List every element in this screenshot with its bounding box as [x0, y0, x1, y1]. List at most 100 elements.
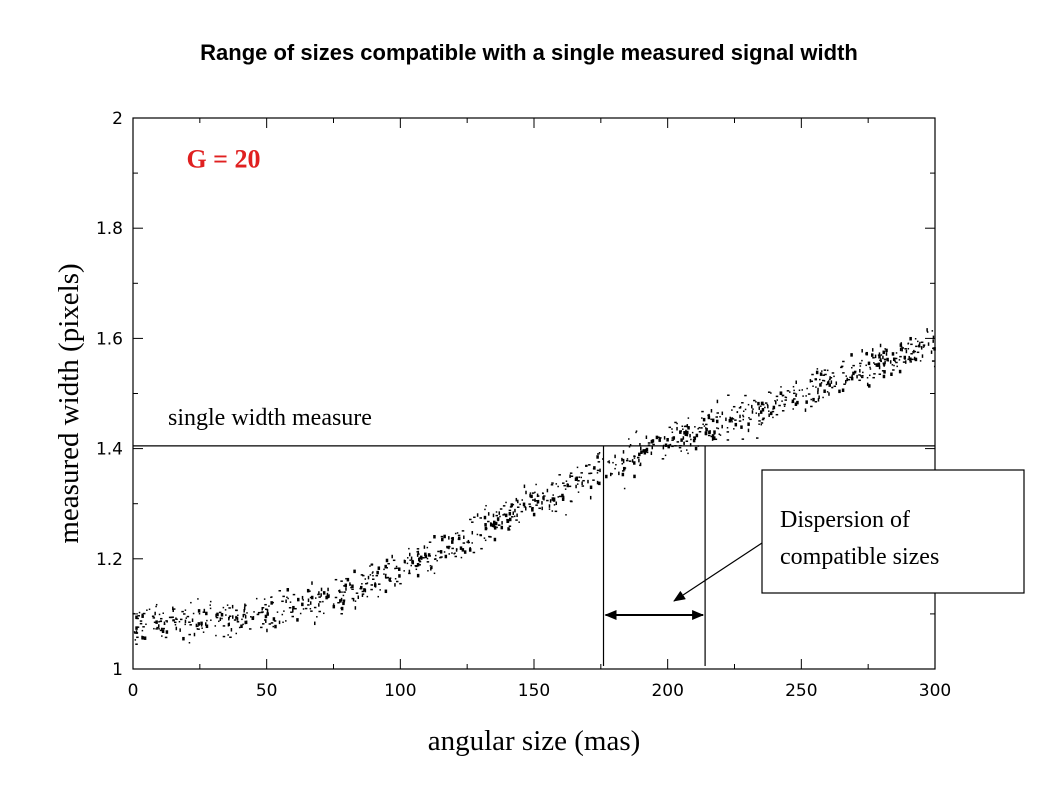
data-point [548, 504, 551, 508]
data-point [859, 362, 862, 365]
data-point [515, 519, 518, 521]
data-point [261, 611, 264, 613]
data-point [716, 412, 719, 414]
data-point [471, 530, 474, 535]
data-point [628, 460, 632, 462]
data-point [345, 577, 347, 580]
data-point [815, 370, 819, 375]
data-point [695, 433, 699, 438]
data-point [611, 473, 613, 475]
data-point [689, 443, 692, 447]
data-point [163, 621, 166, 626]
data-point [909, 357, 912, 361]
data-point [587, 479, 589, 484]
data-point [530, 495, 533, 497]
data-point [372, 574, 374, 577]
data-point [651, 445, 654, 450]
data-point [708, 413, 710, 418]
data-point [325, 595, 328, 600]
data-point [760, 423, 763, 426]
data-point [285, 620, 287, 622]
data-point [141, 635, 143, 640]
data-point [294, 607, 297, 610]
data-point [869, 368, 872, 370]
data-point [779, 391, 783, 395]
data-point [228, 607, 231, 609]
data-point [507, 527, 510, 531]
data-point [860, 376, 864, 379]
data-point [692, 438, 696, 443]
data-point [501, 521, 503, 525]
data-point [904, 360, 907, 364]
data-point [493, 537, 497, 542]
data-point [809, 379, 812, 383]
data-point [759, 410, 763, 414]
data-point [596, 480, 599, 485]
data-point [403, 559, 406, 564]
data-point [792, 385, 795, 388]
data-point [508, 509, 512, 512]
data-point [215, 634, 217, 637]
data-point [492, 513, 495, 518]
data-point [451, 547, 454, 550]
data-point [849, 376, 852, 379]
data-point [219, 617, 222, 621]
data-point [265, 608, 268, 611]
data-point [614, 454, 616, 459]
data-point [133, 631, 136, 633]
data-point [877, 362, 881, 367]
data-point [881, 370, 885, 372]
data-point [823, 389, 826, 393]
data-point [197, 598, 199, 600]
data-point [468, 548, 472, 552]
data-point [804, 408, 807, 412]
data-point [159, 629, 162, 632]
data-point [257, 611, 261, 614]
data-point [588, 472, 591, 475]
data-point [155, 628, 158, 630]
data-point [181, 610, 184, 613]
data-point [859, 365, 862, 367]
data-point [710, 435, 714, 438]
data-point [701, 410, 704, 413]
data-point [731, 418, 735, 420]
data-point [659, 437, 662, 439]
dispersion-box [761, 469, 1025, 594]
data-point [200, 621, 203, 626]
data-point [682, 436, 685, 440]
data-point [285, 599, 287, 604]
data-point [502, 505, 506, 507]
data-point [468, 541, 471, 544]
data-point [444, 554, 448, 559]
data-point [625, 459, 629, 462]
data-point [781, 400, 783, 402]
data-point [908, 355, 910, 360]
data-point [135, 615, 138, 620]
data-point [426, 561, 430, 563]
y-tick-label: 1.2 [96, 550, 123, 570]
data-point [686, 432, 689, 437]
data-point [561, 497, 565, 501]
data-point [821, 370, 823, 372]
data-point [429, 555, 431, 557]
data-point [183, 613, 186, 615]
data-point [899, 347, 902, 352]
data-point [188, 633, 191, 636]
data-point [795, 394, 797, 397]
data-point [751, 410, 754, 414]
data-point [209, 607, 212, 610]
x-tick-label: 200 [651, 681, 683, 701]
annotation-layer: G = 20 single width measure Dispersion of c… [133, 145, 1025, 666]
data-point [645, 435, 648, 439]
data-point [570, 475, 574, 478]
data-point [581, 485, 585, 487]
data-point [227, 634, 229, 636]
data-point [172, 619, 175, 622]
data-point [711, 437, 714, 441]
data-point [351, 597, 354, 600]
data-point [197, 609, 201, 613]
data-point [843, 383, 846, 385]
data-point [274, 624, 277, 629]
data-point [243, 613, 246, 616]
data-point [508, 512, 512, 516]
